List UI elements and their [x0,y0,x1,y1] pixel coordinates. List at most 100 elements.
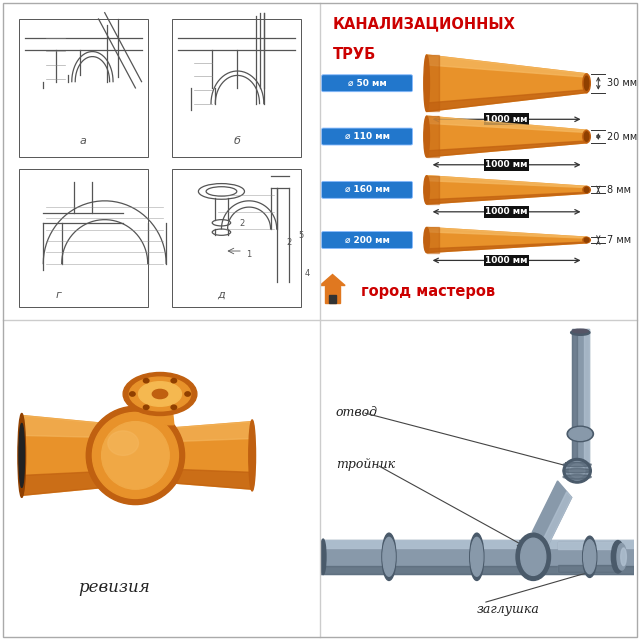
Ellipse shape [92,412,179,499]
Polygon shape [427,55,586,111]
Ellipse shape [320,539,326,575]
Polygon shape [22,472,105,495]
Text: б: б [234,136,240,147]
Text: 1: 1 [246,250,252,259]
Ellipse shape [570,464,585,477]
Ellipse shape [516,533,550,580]
Polygon shape [427,176,586,204]
FancyBboxPatch shape [321,232,413,248]
Text: 1000 мм: 1000 мм [485,207,528,216]
Ellipse shape [582,536,596,577]
Text: г: г [56,290,61,300]
Ellipse shape [569,428,592,440]
Ellipse shape [424,176,429,204]
Ellipse shape [171,405,177,410]
Ellipse shape [584,188,589,193]
Ellipse shape [583,237,590,243]
Polygon shape [166,422,252,442]
Polygon shape [22,415,105,438]
Polygon shape [427,55,586,77]
Ellipse shape [143,378,149,383]
Ellipse shape [584,540,596,573]
Polygon shape [427,116,586,132]
Ellipse shape [583,74,590,93]
Ellipse shape [143,405,149,410]
Polygon shape [532,481,572,548]
Polygon shape [427,176,439,204]
Ellipse shape [383,538,395,576]
Polygon shape [427,90,586,111]
Polygon shape [320,540,634,573]
Ellipse shape [19,424,24,488]
Text: ТРУБ: ТРУБ [333,47,376,62]
Polygon shape [22,415,105,495]
Ellipse shape [563,462,591,467]
Text: 5: 5 [298,232,303,241]
Ellipse shape [584,76,589,90]
Ellipse shape [185,392,191,396]
Polygon shape [427,192,586,204]
Text: КАНАЛИЗАЦИОННЫХ: КАНАЛИЗАЦИОННЫХ [333,16,515,31]
Ellipse shape [171,378,177,383]
Ellipse shape [583,131,590,143]
Polygon shape [427,227,586,253]
Text: город мастеров: город мастеров [361,284,495,300]
Bar [172,170,301,307]
Ellipse shape [521,538,546,575]
Polygon shape [427,55,439,111]
Ellipse shape [102,422,169,489]
Ellipse shape [571,330,590,335]
Text: 1000 мм: 1000 мм [485,256,528,265]
Polygon shape [320,540,634,547]
Ellipse shape [108,431,138,456]
Polygon shape [558,542,618,572]
Polygon shape [558,565,618,572]
Ellipse shape [470,538,483,576]
Polygon shape [584,330,589,461]
Text: отвод: отвод [336,406,378,419]
Ellipse shape [583,186,590,193]
Text: ⌀ 110 мм: ⌀ 110 мм [344,132,390,141]
Text: 7 мм: 7 мм [607,235,631,245]
Text: 2: 2 [286,237,291,247]
Polygon shape [427,176,586,188]
Polygon shape [572,330,589,461]
Ellipse shape [584,132,589,141]
Ellipse shape [129,392,135,396]
Polygon shape [427,116,439,157]
Ellipse shape [572,329,588,333]
Text: 4: 4 [305,269,310,278]
Polygon shape [427,227,439,253]
Text: 2: 2 [240,219,245,228]
Polygon shape [558,542,618,548]
Text: ⌀ 160 мм: ⌀ 160 мм [344,186,390,195]
Ellipse shape [617,543,627,570]
FancyBboxPatch shape [321,181,413,198]
Polygon shape [427,141,586,157]
Ellipse shape [584,238,589,242]
Ellipse shape [567,426,593,442]
FancyBboxPatch shape [321,128,413,145]
Text: 8 мм: 8 мм [607,185,631,195]
Text: ⌀ 50 мм: ⌀ 50 мм [348,79,387,88]
Ellipse shape [129,377,191,411]
Text: 30 мм: 30 мм [607,78,637,88]
Bar [324,285,340,303]
Bar [19,19,148,157]
Text: ревизия: ревизия [78,579,150,596]
Text: д: д [218,290,225,300]
Ellipse shape [424,227,429,253]
Ellipse shape [424,116,429,157]
Ellipse shape [249,420,255,491]
Text: тройник: тройник [336,458,395,471]
FancyBboxPatch shape [321,75,413,92]
Ellipse shape [563,475,591,479]
Ellipse shape [424,55,429,111]
Ellipse shape [86,406,184,504]
Ellipse shape [563,468,591,473]
Text: а: а [80,136,86,147]
Ellipse shape [152,389,168,399]
Ellipse shape [18,413,26,497]
Polygon shape [146,410,174,425]
Polygon shape [427,242,586,253]
